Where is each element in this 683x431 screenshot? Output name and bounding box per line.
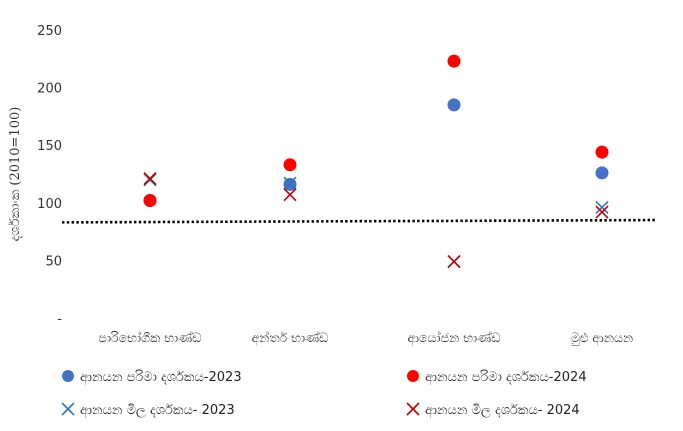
data-point-cross-stroke xyxy=(447,254,461,269)
data-point-cross xyxy=(447,254,461,269)
data-point-cross xyxy=(143,173,157,187)
data-point-cross xyxy=(595,205,609,219)
data-point-cross-stroke xyxy=(143,173,157,187)
legend-marker-circle xyxy=(407,370,419,382)
x-category-label: මුළු ආනයන xyxy=(571,330,634,346)
legend-marker-cross xyxy=(406,402,420,416)
legend-label: ආනයන මිල දර්ශකය- 2024 xyxy=(425,402,580,418)
data-point-cross-stroke xyxy=(595,205,609,219)
x-category-label: අන්තර් භාණ්ඩ xyxy=(252,330,330,346)
y-tick-label: 150 xyxy=(37,139,62,154)
x-category-label: ආයෝජන භාණ්ඩ xyxy=(408,330,502,346)
data-point-circle xyxy=(447,54,461,68)
y-tick-label: - xyxy=(57,312,62,327)
data-point-circle xyxy=(447,98,461,112)
y-tick-label: 50 xyxy=(45,254,62,269)
x-category-label: පාරිභෝගික භාණ්ඩ xyxy=(99,330,203,345)
data-point-cross-stroke xyxy=(595,200,609,214)
legend-marker-cross xyxy=(61,402,75,416)
data-point-circle xyxy=(595,166,609,180)
legend-label: ආනයන පරිමා දර්ශකය-2024 xyxy=(425,369,587,385)
legend-marker-circle xyxy=(62,370,74,382)
y-tick-label: 200 xyxy=(37,82,62,97)
data-point-circle xyxy=(283,177,297,191)
y-tick-label: 250 xyxy=(37,24,62,39)
data-point-cross xyxy=(283,176,297,190)
legend-label: ආනයන පරිමා දර්ශකය-2023 xyxy=(80,369,242,385)
data-point-cross-stroke xyxy=(283,188,297,202)
legend-label: ආනයන මිල දර්ශකය- 2023 xyxy=(80,402,235,418)
reference-line xyxy=(61,218,656,224)
legend-marker-cross-stroke xyxy=(406,402,420,416)
data-point-cross-stroke xyxy=(283,176,297,190)
data-point-circle xyxy=(283,158,297,172)
data-point-cross xyxy=(283,188,297,202)
y-tick-label: 100 xyxy=(37,197,62,212)
data-point-circle xyxy=(595,145,609,159)
data-point-cross xyxy=(143,172,157,186)
data-point-circle xyxy=(143,193,157,207)
data-point-cross-stroke xyxy=(143,172,157,186)
legend-marker-cross-stroke xyxy=(61,402,75,416)
data-point-cross xyxy=(595,200,609,214)
y-axis-title: දර්ශකාංක (2010=100) xyxy=(7,107,23,242)
